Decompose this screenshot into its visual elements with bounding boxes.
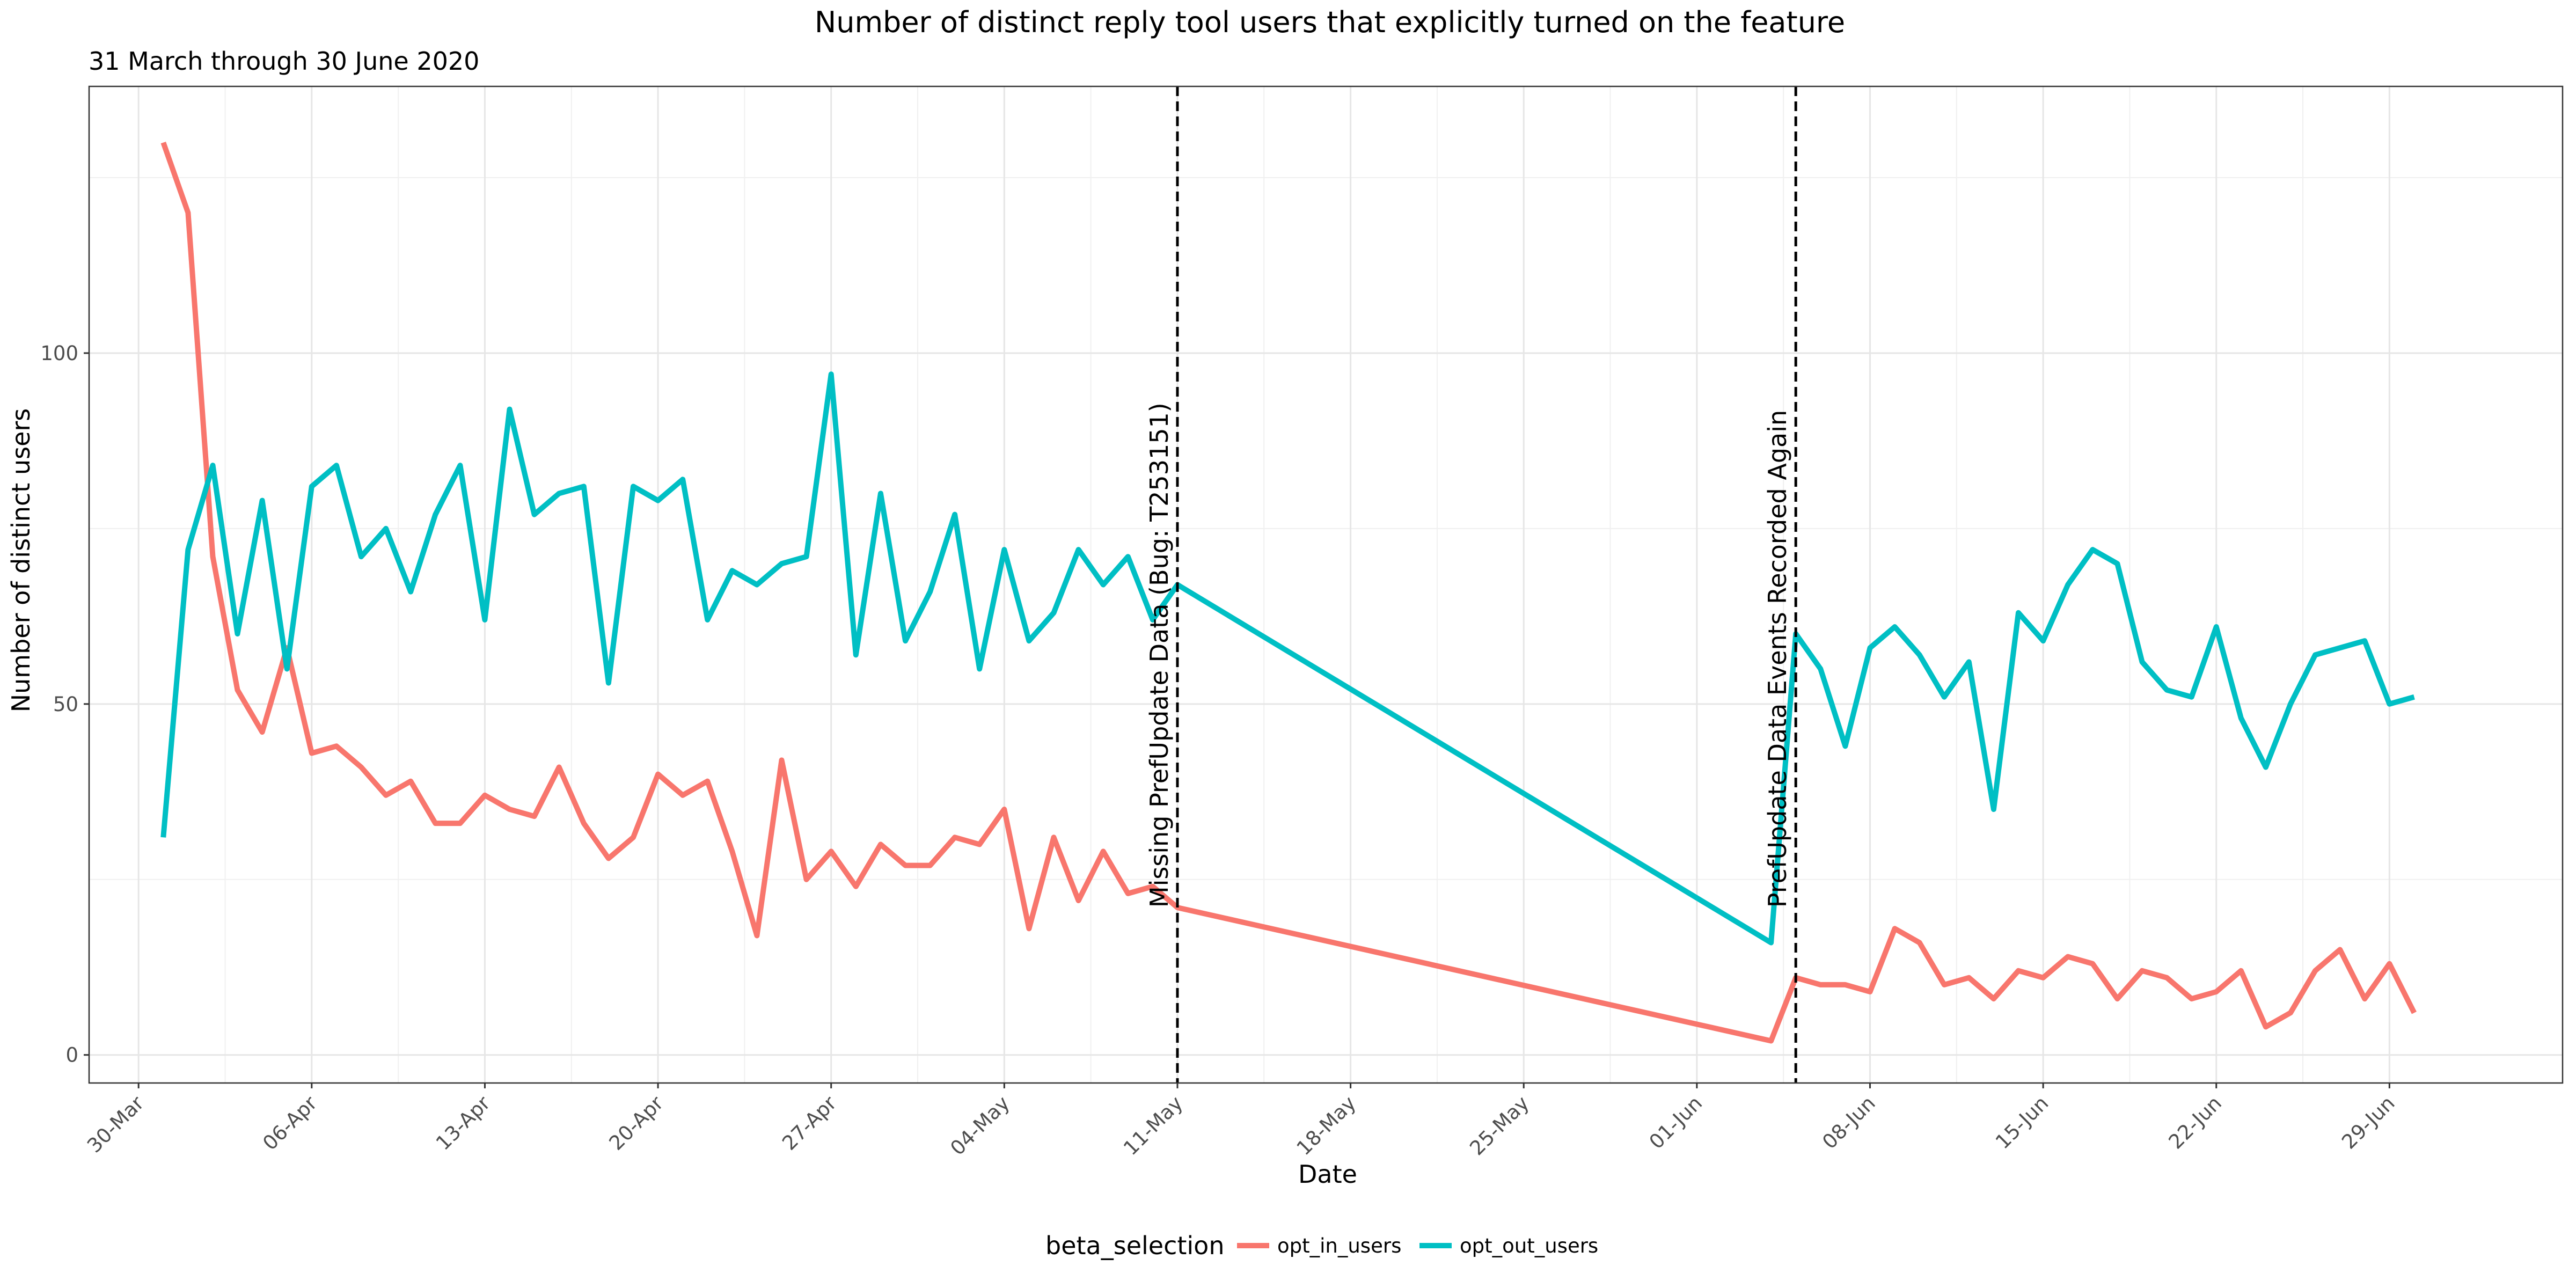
legend-label-opt_out_users: opt_out_users <box>1460 1234 1598 1257</box>
annotation-label-2: PrefUpdate Data Events Recorded Again <box>1763 410 1792 908</box>
panel-border <box>88 85 2564 1084</box>
legend-title: beta_selection <box>1045 1231 1224 1260</box>
chart-subtitle: 31 March through 30 June 2020 <box>89 47 479 76</box>
y-tick-label: 50 <box>53 693 78 716</box>
annotation-label-1: Missing PrefUpdate Data (Bug: T253151) <box>1145 402 1174 908</box>
y-tick-label: 100 <box>40 342 78 365</box>
legend: beta_selection opt_in_users opt_out_users <box>1045 1231 1598 1260</box>
series-line-opt_out_users <box>160 371 2415 946</box>
y-axis: 0 50 100 <box>40 342 89 1067</box>
x-axis-title: Date <box>1298 1160 1357 1189</box>
legend-label-opt_in_users: opt_in_users <box>1277 1234 1401 1257</box>
y-axis-title: Number of distinct users <box>6 408 35 713</box>
chart-title: Number of distinct reply tool users that… <box>815 5 1845 39</box>
major-gridlines <box>89 86 2563 1083</box>
annotations: Missing PrefUpdate Data (Bug: T253151) Pr… <box>1145 86 1797 1083</box>
plot-panel: Missing PrefUpdate Data (Bug: T253151) Pr… <box>88 85 2564 1084</box>
y-tick-label: 0 <box>65 1044 78 1067</box>
minor-gridlines <box>89 86 2563 1083</box>
series-lines <box>160 141 2417 1044</box>
legend-items: opt_in_users opt_out_users <box>1237 1234 1598 1257</box>
series-line-opt_in_users <box>160 141 2417 1044</box>
